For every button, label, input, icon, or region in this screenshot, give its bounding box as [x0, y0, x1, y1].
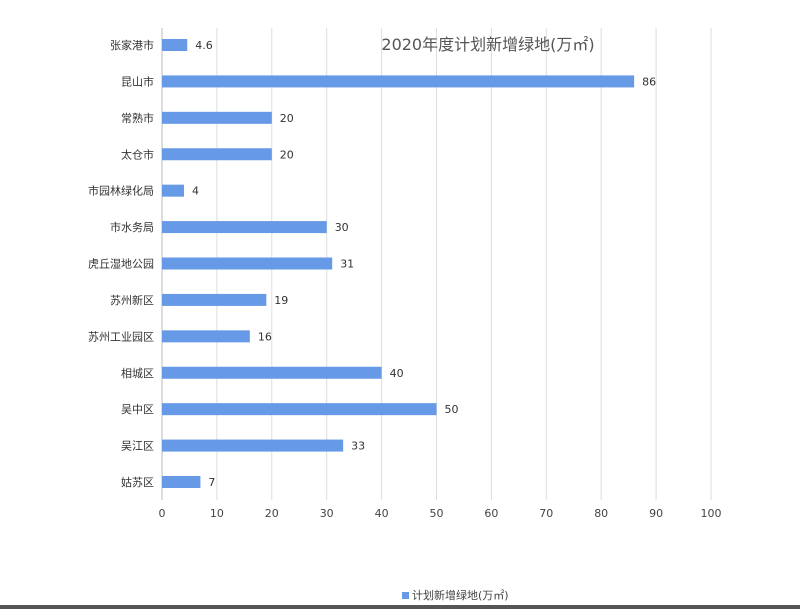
bar — [162, 111, 272, 124]
x-tick-label: 50 — [430, 507, 444, 520]
x-tick-label: 20 — [265, 507, 279, 520]
data-label: 33 — [351, 440, 365, 453]
data-label: 4 — [192, 185, 199, 198]
data-label: 40 — [390, 367, 404, 380]
category-label: 相城区 — [121, 367, 154, 380]
bar — [162, 366, 382, 379]
x-tick-label: 30 — [320, 507, 334, 520]
x-tick-label: 10 — [210, 507, 224, 520]
legend-label: 计划新增绿地(万㎡) — [412, 588, 509, 602]
x-tick-label: 80 — [594, 507, 608, 520]
bar — [162, 476, 201, 488]
category-label: 太仓市 — [121, 147, 154, 161]
bar — [162, 403, 437, 416]
bar — [162, 148, 272, 161]
category-label: 苏州新区 — [110, 293, 154, 307]
category-label: 吴中区 — [121, 403, 154, 416]
category-label: 昆山市 — [121, 74, 154, 88]
category-label: 吴江区 — [121, 440, 154, 453]
x-tick-label: 70 — [539, 507, 553, 520]
data-label: 50 — [445, 403, 459, 416]
bottom-border — [0, 605, 800, 609]
category-label: 张家港市 — [110, 38, 154, 52]
bar — [162, 221, 327, 234]
x-tick-label: 40 — [375, 507, 389, 520]
data-label: 20 — [280, 148, 294, 161]
bars — [162, 39, 635, 488]
x-tick-label: 100 — [701, 507, 722, 520]
bar — [162, 293, 267, 306]
bar — [162, 184, 184, 197]
bar — [162, 439, 344, 452]
category-label: 市园林绿化局 — [88, 184, 154, 198]
data-label: 19 — [274, 294, 288, 307]
chart-title: 2020年度计划新增绿地(万㎡) — [381, 35, 594, 54]
category-label: 虎丘湿地公园 — [88, 258, 154, 271]
data-label: 31 — [340, 258, 354, 271]
x-tick-label: 0 — [159, 507, 166, 520]
legend-swatch — [402, 592, 409, 599]
data-label: 16 — [258, 330, 272, 343]
category-label: 常熟市 — [121, 111, 154, 125]
labels: 0 10 20 30 40 50 60 70 80 90 100 张家港市 4.6 昆山市 86 常熟市 20 太… — [88, 38, 722, 520]
data-label: 4.6 — [195, 39, 213, 52]
bar — [162, 39, 188, 51]
data-label: 30 — [335, 221, 349, 234]
category-label: 姑苏区 — [121, 476, 154, 489]
category-label: 苏州工业园区 — [88, 330, 154, 343]
legend: 计划新增绿地(万㎡) — [402, 588, 509, 602]
x-tick-label: 60 — [484, 507, 498, 520]
x-tick-label: 90 — [649, 507, 663, 520]
category-label: 市水务局 — [110, 220, 154, 234]
bar — [162, 330, 250, 343]
grid-lines — [216, 28, 712, 500]
data-label: 86 — [642, 75, 656, 88]
bar — [162, 257, 333, 270]
data-label: 20 — [280, 112, 294, 125]
data-label: 7 — [208, 476, 215, 489]
bar — [162, 75, 635, 88]
